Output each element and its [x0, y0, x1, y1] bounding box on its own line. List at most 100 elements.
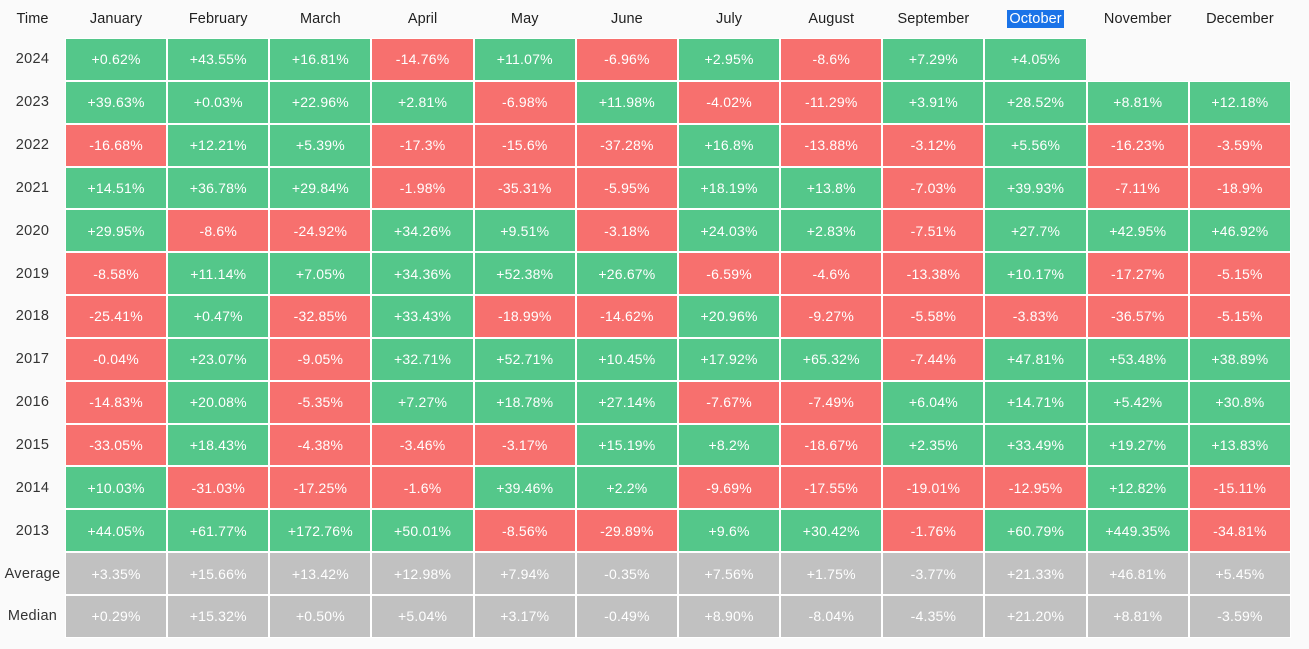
row-label-2016: 2016 [15, 394, 50, 411]
month-header-october: October [984, 0, 1086, 38]
heatmap-cell: -1.76% [882, 509, 985, 553]
heatmap-cell: +8.81% [1086, 594, 1189, 638]
heatmap-cell: +52.71% [473, 337, 576, 381]
heatmap-cell: -8.04% [780, 594, 883, 638]
heatmap-cell: +5.45% [1188, 552, 1291, 595]
heatmap-cell: -13.38% [882, 252, 985, 296]
heatmap-cell: -0.04% [65, 337, 168, 381]
heatmap-cell: +3.35% [65, 552, 168, 595]
heatmap-cell: +2.2% [575, 466, 678, 510]
month-header-august: August [808, 11, 855, 27]
heatmap-cell: -9.69% [677, 466, 781, 510]
heatmap-cell: +33.43% [371, 295, 474, 338]
heatmap-cell: +17.92% [677, 337, 781, 381]
heatmap-cell: +11.14% [167, 252, 270, 296]
heatmap-cell: +18.43% [167, 423, 270, 467]
heatmap-cell: -14.83% [65, 380, 168, 424]
heatmap-cell: -14.62% [575, 295, 678, 338]
heatmap-cell: +42.95% [1086, 209, 1189, 253]
heatmap-cell: +39.63% [65, 80, 168, 124]
row-label-2015: 2015 [15, 437, 50, 454]
heatmap-cell: +29.84% [269, 166, 372, 210]
heatmap-cell: +60.79% [984, 509, 1087, 553]
heatmap-cell: +13.42% [269, 552, 372, 595]
heatmap-cell: -17.25% [269, 466, 372, 510]
heatmap-cell: +11.07% [473, 38, 576, 81]
heatmap-cell: -6.98% [473, 80, 576, 124]
table-row-2014: 2014 +10.03% -31.03% -17.25% -1.6% +39.46% +2.… [0, 466, 1291, 510]
heatmap-cell: +34.36% [371, 252, 474, 296]
month-header-september: September [897, 11, 970, 27]
heatmap-cell: +11.98% [575, 80, 678, 124]
heatmap-cell: +38.89% [1188, 337, 1291, 381]
header-row: Time January February March April May June Jul… [0, 0, 1291, 38]
row-label-2022: 2022 [15, 137, 50, 154]
heatmap-cell: +8.81% [1086, 80, 1189, 124]
heatmap-cell: +3.91% [882, 80, 985, 124]
heatmap-cell: -4.02% [677, 80, 781, 124]
empty-cell [1189, 38, 1291, 81]
heatmap-cell: +5.39% [269, 123, 372, 167]
heatmap-cell: +18.78% [473, 380, 576, 424]
heatmap-cell: +13.83% [1188, 423, 1291, 467]
table-row-2015: 2015 -33.05% +18.43% -4.38% -3.46% -3.17% +15.… [0, 423, 1291, 467]
heatmap-cell: -5.15% [1188, 295, 1291, 338]
heatmap-cell: -16.68% [65, 123, 168, 167]
month-header-april: April [407, 11, 438, 27]
heatmap-cell: +0.03% [167, 80, 270, 124]
heatmap-cell: +39.46% [473, 466, 576, 510]
heatmap-cell: +23.07% [167, 337, 270, 381]
month-header-june: June [610, 11, 643, 27]
table-row-2021: 2021 +14.51% +36.78% +29.84% -1.98% -35.31% -5… [0, 166, 1291, 210]
heatmap-cell: +15.19% [575, 423, 678, 467]
heatmap-cell: -3.59% [1188, 594, 1291, 638]
heatmap-cell: +5.42% [1086, 380, 1189, 424]
month-header-july: July [715, 11, 743, 27]
heatmap-cell: -15.11% [1188, 466, 1291, 510]
heatmap-cell: -5.95% [575, 166, 678, 210]
heatmap-cell: -3.18% [575, 209, 678, 253]
heatmap-cell: -7.03% [882, 166, 985, 210]
row-label-2020: 2020 [15, 222, 50, 239]
table-row-median: Median +0.29% +15.32% +0.50% +5.04% +3.17% -0.… [0, 594, 1291, 638]
heatmap-cell: -3.46% [371, 423, 474, 467]
month-header-november: November [1103, 11, 1172, 27]
selected-month-highlight: October [1007, 10, 1064, 28]
heatmap-cell: -3.17% [473, 423, 576, 467]
heatmap-cell: +44.05% [65, 509, 168, 553]
heatmap-cell: +43.55% [167, 38, 270, 81]
heatmap-cell: +2.35% [882, 423, 985, 467]
heatmap-cell: +34.26% [371, 209, 474, 253]
heatmap-cell: +7.94% [473, 552, 576, 595]
heatmap-cell: -3.83% [984, 295, 1087, 338]
heatmap-cell: +27.14% [575, 380, 678, 424]
heatmap-cell: -9.05% [269, 337, 372, 381]
heatmap-cell: +33.49% [984, 423, 1087, 467]
table-row-2013: 2013 +44.05% +61.77% +172.76% +50.01% -8.56% -… [0, 509, 1291, 553]
row-label-2014: 2014 [15, 479, 50, 496]
row-label-2024: 2024 [15, 51, 50, 68]
heatmap-cell: +61.77% [167, 509, 270, 553]
heatmap-cell: +13.8% [780, 166, 883, 210]
heatmap-cell: +0.50% [269, 594, 372, 638]
empty-cell [1087, 38, 1189, 81]
heatmap-cell: +16.81% [269, 38, 372, 81]
heatmap-cell: -7.51% [882, 209, 985, 253]
heatmap-cell: -3.12% [882, 123, 985, 167]
heatmap-cell: +12.18% [1188, 80, 1291, 124]
heatmap-cell: -17.3% [371, 123, 474, 167]
heatmap-cell: -4.38% [269, 423, 372, 467]
heatmap-cell: -8.58% [65, 252, 168, 296]
table-row-2017: 2017 -0.04% +23.07% -9.05% +32.71% +52.71% +10… [0, 337, 1291, 381]
heatmap-cell: +12.82% [1086, 466, 1189, 510]
heatmap-cell: +36.78% [167, 166, 270, 210]
heatmap-cell: +5.56% [984, 123, 1087, 167]
heatmap-cell: +6.04% [882, 380, 985, 424]
heatmap-cell: -7.11% [1086, 166, 1189, 210]
heatmap-cell: +172.76% [269, 509, 372, 553]
heatmap-cell: -13.88% [780, 123, 883, 167]
table-row-average: Average +3.35% +15.66% +13.42% +12.98% +7.94%… [0, 552, 1291, 595]
month-header-may: May [510, 11, 539, 27]
heatmap-cell: +0.47% [167, 295, 270, 338]
heatmap-cell: -24.92% [269, 209, 372, 253]
